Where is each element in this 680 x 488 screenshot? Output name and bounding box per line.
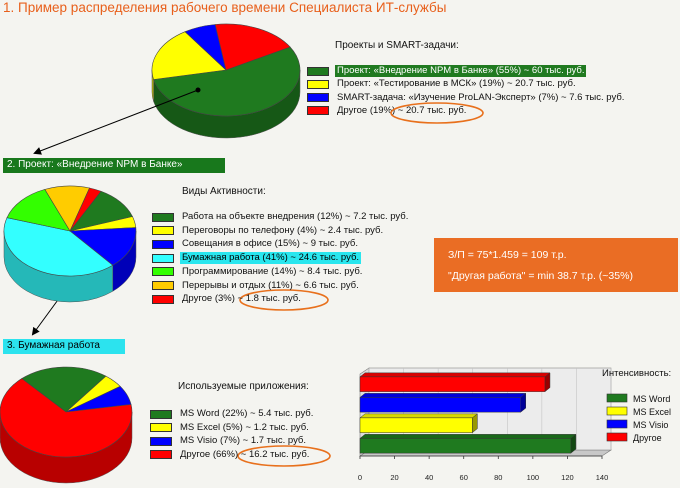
legend-label: Работа на объекте внедрения (12%) ~ 7.2 … — [182, 211, 409, 222]
activities-legend-item: Программирование (14%) ~ 8.4 тыс. руб. — [152, 266, 364, 278]
legend-label: Проект: «Тестирование в МСК» (19%) ~ 20.… — [337, 78, 576, 90]
bar — [359, 417, 473, 433]
projects-legend-item: Проект: «Тестирование в МСК» (19%) ~ 20.… — [307, 78, 578, 90]
pie-slice — [6, 189, 71, 232]
legend-swatch — [307, 79, 329, 89]
pie-slice — [69, 187, 102, 232]
legend-label: Перерывы и отдых (11%) ~ 6.6 тыс. руб. — [182, 279, 359, 291]
projects-legend-item: Проект: «Внедрение NPM в Банке» (55%) ~ … — [307, 65, 587, 77]
legend-label: Другое (66%) ~ 16.2 тыс. руб. — [180, 448, 310, 460]
bar-top — [359, 372, 551, 378]
x-tick-label: 0 — [358, 473, 362, 482]
legend-swatch — [150, 436, 172, 446]
bar-legend-label: MS Excel — [633, 407, 671, 417]
x-tick-label: 60 — [460, 473, 468, 482]
bar-legend-label: MS Visio — [633, 420, 668, 430]
legend-label: SMART-задача: «Изучение ProLAN-Эксперт» … — [337, 91, 625, 103]
legend-swatch — [307, 66, 329, 76]
bar-legend-swatch — [606, 432, 628, 442]
projects-heading: Проекты и SMART-задачи: — [335, 40, 459, 51]
bar-top — [359, 434, 577, 439]
x-tick-label: 140 — [596, 473, 609, 482]
highlight-oval-2 — [239, 289, 329, 311]
bar-legend-title: Интенсивность: — [602, 368, 671, 379]
legend-swatch — [152, 294, 174, 304]
legend-swatch — [152, 281, 174, 290]
activities-heading: Виды Активности: — [182, 186, 266, 197]
legend-label: Другое (3%) ~ 1.8 тыс. руб. — [182, 293, 301, 305]
x-tick-label: 80 — [494, 473, 502, 482]
pie-slice — [151, 31, 227, 80]
pie-chart-applications — [0, 366, 133, 484]
other-work-line: "Другая работа" = min 38.7 т.р. (~35%) — [448, 270, 633, 282]
arrow-1 — [33, 89, 199, 155]
bar-top — [359, 393, 527, 398]
applications-legend-item: MS Word (22%) ~ 5.4 тыс. руб. — [150, 408, 315, 420]
pie-slice — [21, 366, 107, 413]
projects-legend-item: Другое (19%) ~ 20.7 тыс. руб. — [307, 105, 468, 117]
bar-legend-label: MS Word — [633, 394, 670, 404]
bar-chart-intensity: 0 20 40 60 80 100 120 140 Интенсивность: MS Word M… — [358, 367, 671, 482]
legend-swatch — [152, 253, 174, 263]
page-title: 1. Пример распределения рабочего времени… — [3, 0, 447, 15]
legend-swatch — [150, 423, 172, 432]
activities-legend-item: Перерывы и отдых (11%) ~ 6.6 тыс. руб. — [152, 280, 361, 292]
salary-line: З/П = 75*1.459 = 109 т.р. — [448, 249, 567, 261]
pie-slice — [0, 378, 133, 458]
bar-legend-label: Другое — [633, 433, 662, 443]
pie-slice — [214, 23, 291, 71]
x-tick-label: 100 — [527, 473, 540, 482]
applications-legend-item: MS Excel (5%) ~ 1.2 тыс. руб. — [150, 422, 311, 434]
applications-legend-item: MS Visio (7%) ~ 1.7 тыс. руб. — [150, 435, 308, 447]
bar — [359, 438, 572, 454]
activities-legend-item: Работа на объекте внедрения (12%) ~ 7.2 … — [152, 211, 410, 223]
bar-legend-swatch — [606, 406, 628, 416]
legend-label: MS Visio (7%) ~ 1.7 тыс. руб. — [180, 435, 307, 446]
pie-chart-projects — [151, 23, 301, 139]
activities-legend-item: Переговоры по телефону (4%) ~ 2.4 тыс. р… — [152, 225, 385, 237]
highlight-oval-3 — [237, 445, 331, 467]
pie-slice — [153, 46, 301, 117]
legend-swatch — [307, 106, 329, 116]
x-tick-label: 40 — [425, 473, 433, 482]
legend-label: Другое (19%) ~ 20.7 тыс. руб. — [337, 104, 467, 116]
x-tick-label: 120 — [561, 473, 574, 482]
project-tag: 2. Проект: «Внедрение NPM в Банке» — [3, 158, 225, 173]
pie-chart-activities — [3, 185, 137, 303]
paperwork-tag: 3. Бумажная работа — [3, 339, 125, 354]
legend-swatch — [307, 93, 329, 103]
legend-label: Проект: «Внедрение NPM в Банке» (55%) ~ … — [335, 65, 587, 77]
projects-legend-item: SMART-задача: «Изучение ProLAN-Эксперт» … — [307, 92, 626, 104]
legend-swatch — [152, 239, 174, 249]
applications-legend-item: Другое (66%) ~ 16.2 тыс. руб. — [150, 449, 311, 461]
legend-label: Переговоры по телефону (4%) ~ 2.4 тыс. р… — [182, 224, 384, 236]
applications-heading: Используемые приложения: — [178, 381, 309, 392]
activities-legend-item: Совещания в офисе (15%) ~ 9 тыс. руб. — [152, 238, 360, 250]
bar-top — [359, 413, 479, 419]
pie-slice — [69, 227, 137, 266]
legend-label: Бумажная работа (41%) ~ 24.6 тыс. руб. — [180, 252, 362, 265]
activities-legend-item: Другое (3%) ~ 1.8 тыс. руб. — [152, 293, 303, 305]
legend-swatch — [150, 409, 172, 419]
salary-info-box: З/П = 75*1.459 = 109 т.р. "Другая работа… — [434, 238, 678, 292]
pie-slice — [3, 217, 114, 277]
legend-label: Совещания в офисе (15%) ~ 9 тыс. руб. — [182, 238, 358, 250]
legend-swatch — [150, 450, 172, 459]
legend-label: Программирование (14%) ~ 8.4 тыс. руб. — [182, 265, 363, 277]
bar-legend-swatch — [606, 419, 628, 429]
legend-swatch — [152, 267, 174, 277]
highlight-oval-1 — [390, 102, 484, 124]
bar-legend-swatch — [606, 393, 628, 403]
legend-swatch — [152, 212, 174, 222]
activities-legend-item: Бумажная работа (41%) ~ 24.6 тыс. руб. — [152, 252, 362, 265]
x-tick-label: 20 — [390, 473, 398, 482]
legend-label: MS Word (22%) ~ 5.4 тыс. руб. — [180, 408, 314, 419]
bar — [359, 397, 522, 413]
bar — [359, 376, 546, 392]
legend-swatch — [152, 226, 174, 236]
legend-label: MS Excel (5%) ~ 1.2 тыс. руб. — [180, 421, 309, 433]
